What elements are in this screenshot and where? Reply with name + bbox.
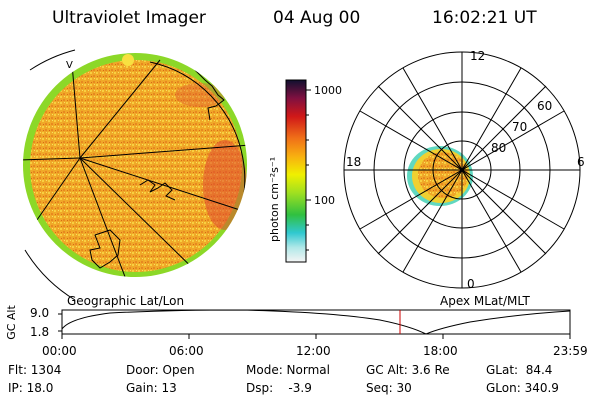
polar-grid — [343, 51, 581, 289]
colorbar-tick-label: 100 — [314, 194, 335, 207]
time-label: 16:02:21 UT — [432, 8, 537, 28]
geographic-image-panel: V — [23, 49, 247, 301]
polar-plot-panel: 12 18 6 0 60 70 80 — [343, 49, 585, 291]
flight-number: Flt: 1304 — [8, 363, 62, 377]
ip-value: IP: 18.0 — [8, 381, 54, 395]
dsp-value: Dsp: -3.9 — [246, 381, 312, 395]
colorbar-unit-label: photon cm⁻²s⁻¹ — [268, 157, 281, 242]
mlat-label-70: 70 — [512, 120, 527, 134]
altitude-plot — [58, 309, 571, 339]
time-tick-label: 06:00 — [169, 344, 204, 358]
colorbar: 1000 100 photon cm⁻²s⁻¹ — [268, 79, 342, 263]
earth-disk — [30, 60, 242, 272]
colorbar-gradient — [285, 79, 307, 263]
coastline-line — [89, 229, 121, 269]
left-panel-caption: Geographic Lat/Lon — [67, 294, 185, 308]
gc-altitude: GC Alt: 3.6 Re — [366, 363, 450, 377]
gain-value: Gain: 13 — [126, 381, 177, 395]
right-panel-caption: Apex MLat/MLT — [440, 294, 530, 308]
altitude-tick-low: 1.8 — [30, 325, 50, 339]
geo-longitude: GLon: 340.9 — [486, 381, 559, 395]
mode-status: Mode: Normal — [246, 363, 330, 377]
altitude-curve — [61, 309, 571, 335]
sequence-number: Seq: 30 — [366, 381, 412, 395]
grid-label: V — [66, 60, 73, 71]
geo-latitude: GLat: 84.4 — [486, 363, 553, 377]
mlt-label-12: 12 — [470, 49, 485, 63]
coastline-line — [139, 179, 176, 201]
time-tick-label: 12:00 — [296, 344, 331, 358]
instrument-title: Ultraviolet Imager — [52, 8, 206, 28]
time-tick-label: 00:00 — [42, 344, 77, 358]
time-tick-label: 23:59 — [553, 344, 588, 358]
altitude-axis-label: GC Alt — [4, 305, 18, 340]
mlt-label-18: 18 — [346, 155, 361, 169]
mlt-label-6: 6 — [577, 155, 585, 169]
door-status: Door: Open — [126, 363, 195, 377]
altitude-tick-high: 9.0 — [30, 306, 50, 320]
time-tick-label: 18:00 — [423, 344, 458, 358]
colorbar-tick-label: 1000 — [314, 84, 342, 97]
mlat-label-80: 80 — [491, 141, 506, 155]
coastline-line — [194, 69, 225, 121]
mlt-label-0: 0 — [467, 277, 475, 291]
bright-emission-region — [203, 140, 247, 230]
mlat-label-60: 60 — [537, 99, 552, 113]
date-label: 04 Aug 00 — [273, 8, 361, 28]
